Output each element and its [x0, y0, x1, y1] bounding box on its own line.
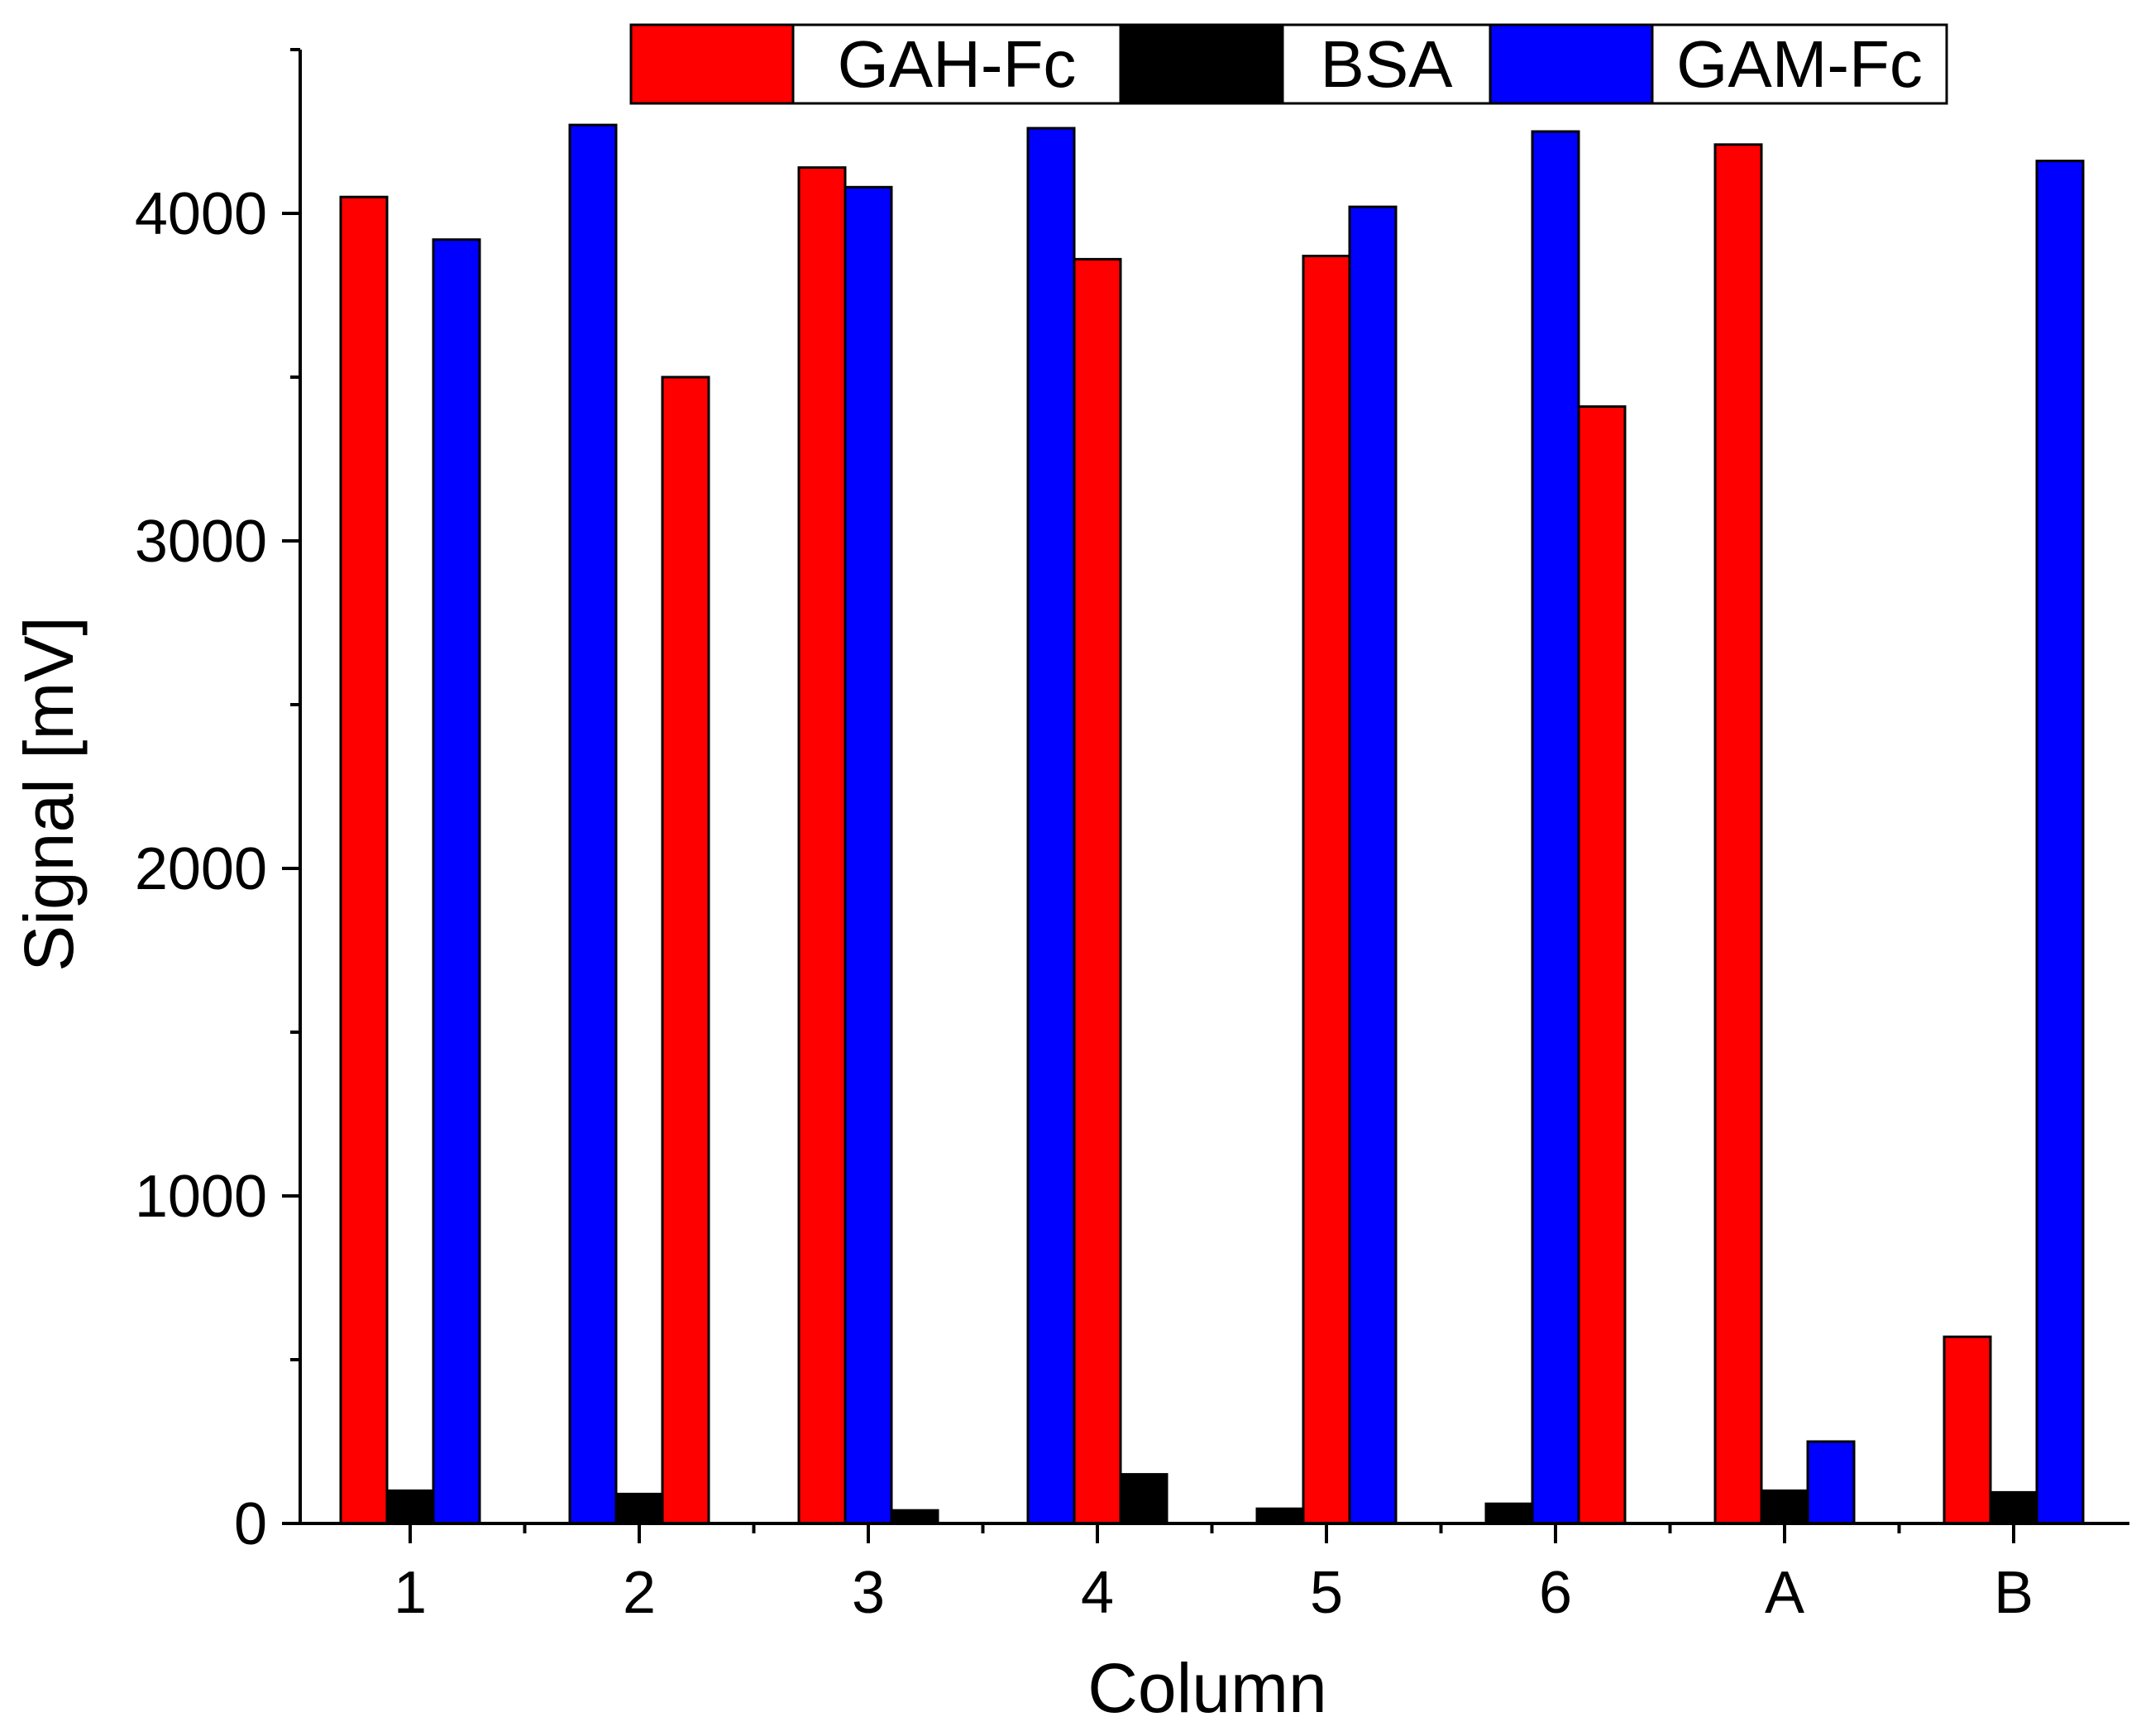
x-tick-label: A [1765, 1560, 1804, 1626]
bar-bsa-col-1 [385, 1489, 435, 1525]
legend-label-box [1651, 23, 1948, 105]
bar-bsa-col-6 [1484, 1502, 1534, 1525]
bar-gam-fc-col-4 [1026, 127, 1076, 1525]
bar-gam-fc-col-6 [1531, 130, 1580, 1525]
y-tick-label: 0 [234, 1491, 267, 1557]
legend-label: GAM-Fc [1676, 27, 1923, 101]
x-tick-label: 5 [1310, 1560, 1343, 1626]
bar-bsa-col-5 [1255, 1507, 1305, 1525]
bar-bsa-col-4 [1119, 1473, 1168, 1525]
bar-bsa-col-3 [890, 1509, 939, 1525]
bar-bsa-col-2 [614, 1492, 664, 1525]
y-axis-title: Signal [mV] [10, 616, 88, 972]
y-tick-label: 3000 [135, 509, 267, 575]
bar-gam-fc-col-5 [1348, 205, 1398, 1525]
x-tick-label: 2 [623, 1560, 656, 1626]
bar-gam-fc-col-b [2035, 160, 2085, 1525]
x-axis-title: Column [1087, 1649, 1326, 1727]
x-tick-label: 3 [852, 1560, 885, 1626]
legend-label: BSA [1320, 27, 1453, 101]
legend-swatch-gam-fc [1489, 23, 1654, 105]
legend-swatch-gah-fc [629, 23, 795, 105]
axes-layer [299, 50, 2129, 1525]
bar-gah-fc-col-b [1943, 1335, 1992, 1525]
legend-label-box [1281, 23, 1492, 105]
legend: GAH-Fc BSA GAM-Fc [629, 23, 1948, 105]
bar-gah-fc-col-1 [339, 195, 389, 1525]
x-tick-label: 6 [1539, 1560, 1572, 1626]
bar-gah-fc-col-4 [1073, 257, 1122, 1525]
bar-gam-fc-col-a [1806, 1440, 1856, 1525]
bar-bsa-col-a [1760, 1489, 1809, 1525]
bar-gam-fc-col-3 [843, 185, 893, 1525]
bar-gah-fc-col-6 [1577, 405, 1627, 1525]
ticks-layer: 0 1000 2000 3000 4000 1 2 3 4 5 6 A B [135, 48, 2033, 1626]
legend-label-box [791, 23, 1122, 105]
bar-gah-fc-col-5 [1302, 255, 1351, 1525]
bar-gam-fc-col-2 [568, 123, 618, 1525]
x-tick-label: 1 [394, 1560, 427, 1626]
bar-gah-fc-col-2 [661, 375, 710, 1525]
legend-label: GAH-Fc [838, 27, 1077, 101]
y-tick-label: 2000 [135, 836, 267, 902]
bar-gah-fc-col-3 [797, 166, 847, 1525]
bar-gah-fc-col-a [1713, 143, 1763, 1525]
y-tick-label: 4000 [135, 181, 267, 247]
bars-layer [339, 123, 2085, 1525]
bar-gam-fc-col-1 [432, 238, 481, 1525]
x-tick-label: B [1994, 1560, 2033, 1626]
y-tick-label: 1000 [135, 1164, 267, 1230]
legend-swatch-bsa [1119, 23, 1284, 105]
bar-bsa-col-b [1989, 1490, 2038, 1525]
x-tick-label: 4 [1081, 1560, 1114, 1626]
